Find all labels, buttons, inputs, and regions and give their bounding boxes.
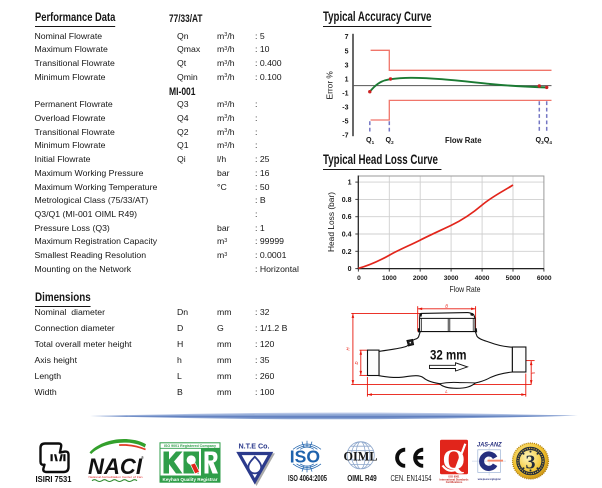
svg-text:3000: 3000 xyxy=(444,275,459,282)
svg-text:1: 1 xyxy=(345,76,349,83)
svg-text:JAS-ANZ: JAS-ANZ xyxy=(477,442,502,449)
svg-text:B: B xyxy=(445,303,448,308)
svg-text:National Accreditation Center: National Accreditation Center of Iran xyxy=(89,475,143,479)
svg-text:3: 3 xyxy=(345,62,349,69)
svg-text:®: ® xyxy=(141,455,144,460)
svg-text:ISO 4064:2005: ISO 4064:2005 xyxy=(288,474,327,483)
svg-text:Q: Q xyxy=(443,444,466,476)
svg-text:0.6: 0.6 xyxy=(342,214,352,221)
svg-text:ISIRI 7531: ISIRI 7531 xyxy=(36,474,72,484)
svg-text:6000: 6000 xyxy=(537,275,552,282)
svg-text:-1: -1 xyxy=(342,91,348,98)
svg-text:0: 0 xyxy=(357,275,361,282)
svg-text:1000: 1000 xyxy=(382,275,397,282)
svg-text:NACI: NACI xyxy=(88,454,143,479)
svg-text:h: h xyxy=(531,371,536,374)
svg-text:-5: -5 xyxy=(342,119,348,126)
svg-text:N.T.E Co.: N.T.E Co. xyxy=(239,441,270,450)
svg-text:3: 3 xyxy=(526,451,536,473)
svg-text:H: H xyxy=(346,347,351,351)
svg-text:Flow Rate: Flow Rate xyxy=(445,135,482,145)
svg-text:7: 7 xyxy=(345,34,349,41)
svg-text:Head Loss (bar): Head Loss (bar) xyxy=(326,192,336,252)
svg-text:ISO: ISO xyxy=(290,447,320,467)
svg-text:5000: 5000 xyxy=(506,275,521,282)
svg-text:32 mm: 32 mm xyxy=(430,348,467,363)
svg-text:5: 5 xyxy=(345,48,349,55)
svg-text:OIML: OIML xyxy=(344,449,378,463)
svg-text:ISO 9001 Registered Company: ISO 9001 Registered Company xyxy=(164,444,216,448)
svg-text:0.4: 0.4 xyxy=(342,232,352,239)
svg-text:CEN. EN14154: CEN. EN14154 xyxy=(391,474,433,483)
svg-text:Q4: Q4 xyxy=(544,135,553,145)
svg-text:-3: -3 xyxy=(342,105,348,112)
svg-text:Flow Rate: Flow Rate xyxy=(450,284,481,294)
svg-text:0.2: 0.2 xyxy=(342,249,352,256)
svg-text:L: L xyxy=(445,389,448,394)
svg-text:ISO 9001: ISO 9001 xyxy=(449,475,461,479)
svg-text:0: 0 xyxy=(348,266,352,273)
svg-text:4000: 4000 xyxy=(475,275,490,282)
svg-text:International Standards: International Standards xyxy=(440,477,470,481)
svg-text:Error %: Error % xyxy=(325,71,335,100)
svg-text:Q2: Q2 xyxy=(386,135,395,145)
svg-text:-7: -7 xyxy=(342,133,348,140)
svg-text:1: 1 xyxy=(348,180,352,187)
svg-text:Certifications: Certifications xyxy=(446,480,463,484)
svg-text:www.jas-anz.org/register: www.jas-anz.org/register xyxy=(477,477,501,481)
svg-text:D: D xyxy=(354,361,359,364)
svg-text:Q3: Q3 xyxy=(536,135,545,145)
svg-text:Keyhan Quality Registrar: Keyhan Quality Registrar xyxy=(163,477,218,482)
svg-text:0.8: 0.8 xyxy=(342,197,352,204)
svg-text:Q1: Q1 xyxy=(366,135,375,145)
svg-text:2000: 2000 xyxy=(413,275,428,282)
svg-text:OIML R49: OIML R49 xyxy=(347,474,377,483)
